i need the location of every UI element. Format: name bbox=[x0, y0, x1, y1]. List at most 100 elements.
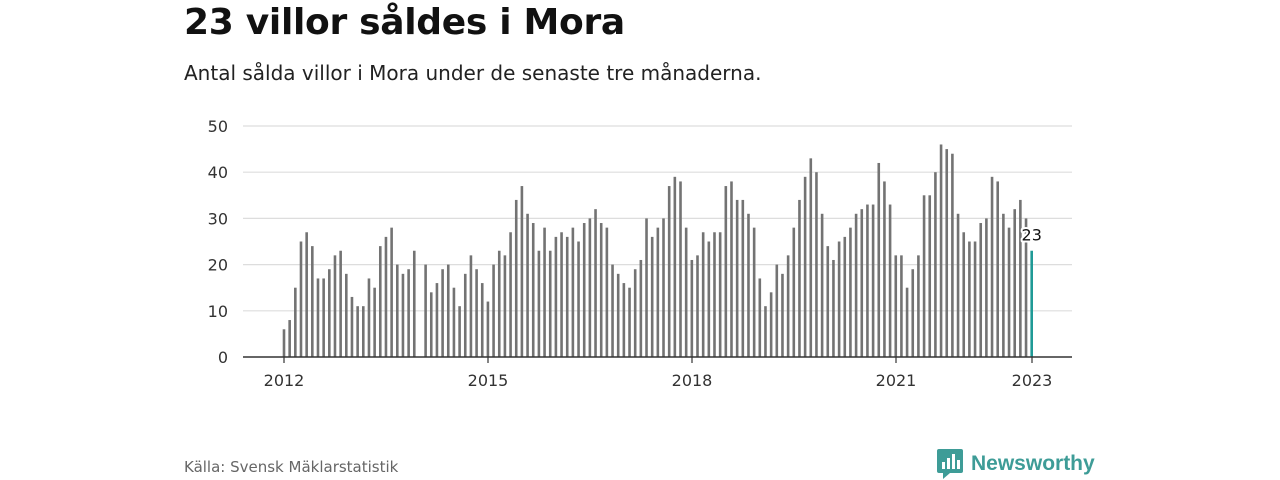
bar bbox=[1019, 199, 1022, 357]
bar bbox=[939, 144, 943, 357]
bar bbox=[503, 255, 507, 357]
bar bbox=[429, 292, 433, 357]
y-tick-label: 40 bbox=[208, 163, 228, 182]
bar bbox=[565, 236, 569, 357]
data-label-halo: 23 bbox=[1022, 226, 1042, 245]
bar bbox=[554, 236, 558, 357]
bar bbox=[730, 181, 733, 357]
bar bbox=[1007, 227, 1011, 357]
bar bbox=[339, 250, 342, 357]
bars bbox=[282, 144, 1033, 357]
bar bbox=[611, 264, 614, 357]
bar bbox=[679, 181, 682, 357]
bar bbox=[860, 209, 864, 357]
bar bbox=[560, 232, 563, 357]
bar bbox=[769, 292, 773, 357]
bar bbox=[894, 255, 898, 357]
bar bbox=[588, 218, 592, 357]
bar bbox=[934, 172, 937, 357]
bar bbox=[656, 227, 660, 357]
bar bbox=[888, 204, 892, 357]
bar bbox=[311, 246, 314, 357]
bar bbox=[877, 162, 881, 357]
bar bbox=[599, 223, 603, 357]
bar bbox=[362, 306, 365, 357]
bar bbox=[826, 246, 830, 357]
brand-name: Newsworthy bbox=[971, 452, 1095, 475]
bar bbox=[758, 278, 762, 357]
brand-logo[interactable]: Newsworthy bbox=[937, 449, 1095, 479]
bar bbox=[492, 264, 495, 357]
newsworthy-logo-icon bbox=[937, 449, 963, 479]
bar bbox=[378, 246, 382, 357]
bar bbox=[435, 283, 439, 357]
bar bbox=[345, 273, 348, 357]
bar bbox=[463, 273, 467, 357]
bar bbox=[792, 227, 796, 357]
bar bbox=[452, 287, 456, 357]
bar bbox=[996, 181, 1000, 357]
bar bbox=[594, 209, 597, 357]
bar bbox=[832, 259, 835, 357]
bar bbox=[1002, 213, 1005, 357]
bar bbox=[480, 283, 484, 357]
y-tick-label: 50 bbox=[208, 117, 228, 136]
bar bbox=[469, 255, 473, 357]
bar bbox=[979, 223, 983, 357]
bar bbox=[328, 269, 331, 357]
bar bbox=[333, 255, 337, 357]
bar bbox=[486, 301, 490, 357]
bar bbox=[299, 241, 303, 357]
data-label: 23 bbox=[1022, 226, 1042, 245]
bar bbox=[945, 149, 949, 357]
bar bbox=[718, 232, 722, 357]
x-tick-label: 2018 bbox=[672, 371, 713, 390]
bar bbox=[871, 204, 875, 357]
bar bbox=[798, 199, 801, 357]
bar bbox=[577, 241, 580, 357]
bar bbox=[441, 269, 444, 357]
bar bbox=[531, 223, 535, 357]
bar bbox=[922, 195, 926, 357]
bar bbox=[837, 241, 841, 357]
bar bbox=[407, 269, 410, 357]
bar bbox=[968, 241, 971, 357]
bar bbox=[1024, 218, 1028, 357]
bar bbox=[764, 306, 767, 357]
bar bbox=[582, 223, 586, 357]
bar bbox=[809, 158, 813, 357]
bar bbox=[741, 199, 745, 357]
highlighted-bar bbox=[1030, 250, 1033, 357]
bar bbox=[667, 186, 671, 357]
bar bbox=[373, 287, 376, 357]
bar bbox=[911, 269, 915, 357]
bar bbox=[390, 227, 393, 357]
bar bbox=[883, 181, 886, 357]
bar bbox=[520, 186, 524, 357]
x-tick-label: 2015 bbox=[468, 371, 509, 390]
bar bbox=[350, 296, 354, 357]
bar bbox=[446, 264, 450, 357]
bar bbox=[628, 287, 631, 357]
bar bbox=[294, 287, 297, 357]
bar bbox=[905, 287, 909, 357]
bar bbox=[854, 213, 858, 357]
bar bbox=[696, 255, 699, 357]
bar bbox=[928, 195, 932, 357]
bar bbox=[526, 213, 529, 357]
bar bbox=[752, 227, 756, 357]
bar bbox=[458, 306, 461, 357]
bar bbox=[322, 278, 325, 357]
bar bbox=[781, 273, 784, 357]
bar bbox=[622, 283, 626, 357]
bar bbox=[537, 250, 541, 357]
bar bbox=[316, 278, 320, 357]
bar bbox=[650, 236, 654, 357]
y-tick-label: 30 bbox=[208, 209, 228, 228]
bar bbox=[497, 250, 501, 357]
bar bbox=[384, 236, 388, 357]
bar bbox=[713, 232, 716, 357]
x-tick-label: 2012 bbox=[264, 371, 305, 390]
bar bbox=[917, 255, 920, 357]
